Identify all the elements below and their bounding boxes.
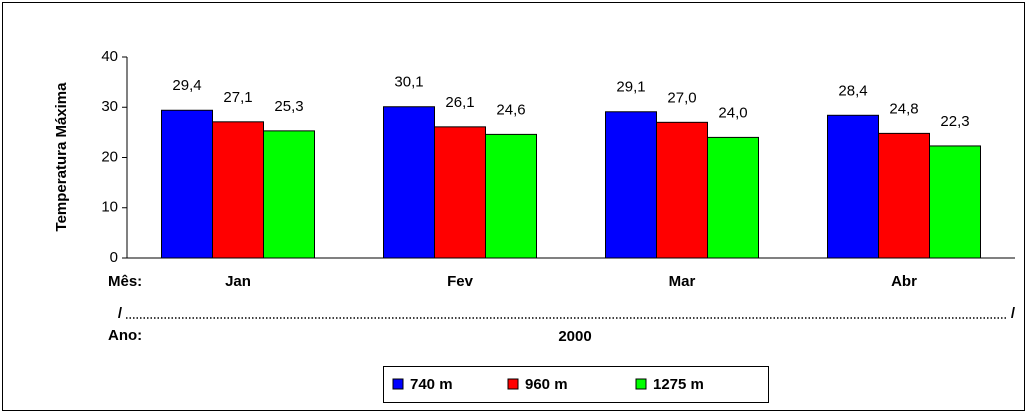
value-label: 22,3 xyxy=(940,113,969,130)
x-tick-label: Jan xyxy=(225,273,251,290)
bar xyxy=(878,132,930,259)
group-label: 2000 xyxy=(558,328,591,345)
bar xyxy=(485,133,537,259)
bar xyxy=(707,136,759,259)
bar xyxy=(161,109,213,259)
bar xyxy=(383,106,435,259)
bar xyxy=(827,114,879,259)
legend-swatch xyxy=(635,378,647,390)
x-tick-label: Fev xyxy=(447,273,474,290)
group-axis-label: Ano: xyxy=(108,327,142,344)
separator: / xyxy=(1011,305,1016,322)
bar xyxy=(929,145,981,259)
x-tick-label: Abr xyxy=(891,273,917,290)
legend-swatch xyxy=(507,378,519,390)
y-tick-label: 20 xyxy=(101,148,118,165)
value-label: 29,1 xyxy=(616,79,645,96)
value-label: 30,1 xyxy=(394,74,423,91)
bar xyxy=(605,111,657,259)
legend xyxy=(383,366,769,403)
bar xyxy=(434,126,486,259)
legend-label: 740 m xyxy=(410,376,453,393)
y-tick-label: 40 xyxy=(101,48,118,65)
value-label: 24,8 xyxy=(889,100,918,117)
value-label: 27,0 xyxy=(667,89,696,106)
value-label: 24,0 xyxy=(718,104,747,121)
value-label: 27,1 xyxy=(223,89,252,106)
bar xyxy=(212,121,264,259)
value-label: 29,4 xyxy=(172,77,201,94)
value-label: 28,4 xyxy=(838,82,867,99)
legend-label: 1275 m xyxy=(653,376,704,393)
value-label: 25,3 xyxy=(274,98,303,115)
y-axis-title: Temperatura Máxima xyxy=(53,82,70,232)
value-label: 24,6 xyxy=(496,101,525,118)
y-tick-label: 30 xyxy=(101,98,118,115)
y-tick-label: 10 xyxy=(101,199,118,216)
x-tick-label: Mar xyxy=(669,273,696,290)
y-tick-label: 0 xyxy=(110,249,118,266)
bar xyxy=(263,130,315,259)
legend-label: 960 m xyxy=(525,376,568,393)
value-label: 26,1 xyxy=(445,94,474,111)
legend-swatch xyxy=(392,378,404,390)
category-axis-label: Mês: xyxy=(108,273,142,290)
bar xyxy=(656,121,708,259)
separator: / xyxy=(118,305,123,322)
